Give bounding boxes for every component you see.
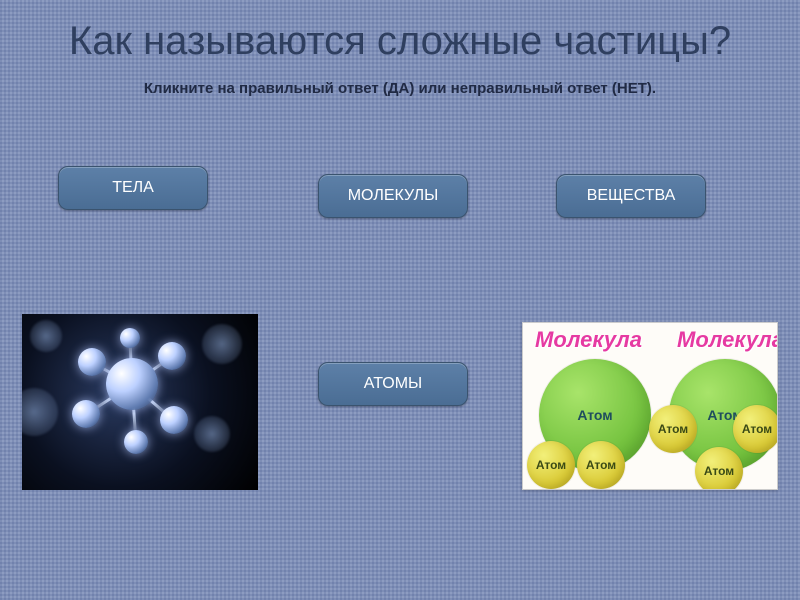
diagram-atom-circle: Атом: [733, 405, 778, 453]
diagram-atom-inner-label: Атом: [577, 407, 612, 423]
bokeh-blur: [194, 416, 230, 452]
molecule-atom: [120, 328, 140, 348]
bokeh-blur: [22, 388, 58, 436]
diagram-atom-label: Атом: [586, 458, 616, 472]
answer-bodies-button[interactable]: ТЕЛА: [58, 166, 208, 210]
answer-molecules-button[interactable]: МОЛЕКУЛЫ: [318, 174, 468, 218]
slide-subtitle: Кликните на правильный ответ (ДА) или не…: [0, 80, 800, 97]
diagram-label-right: Молекула: [677, 327, 778, 353]
answer-substances-button[interactable]: ВЕЩЕСТВА: [556, 174, 706, 218]
diagram-atom-label: Атом: [658, 422, 688, 436]
molecule-diagram: Молекула Молекула Атом Атом Атом Атом Атом Атом…: [522, 322, 778, 490]
diagram-label-left: Молекула: [535, 327, 642, 353]
molecule-atom: [72, 400, 100, 428]
answer-atoms-button[interactable]: АТОМЫ: [318, 362, 468, 406]
molecule-atom: [78, 348, 106, 376]
answer-label: АТОМЫ: [364, 375, 422, 393]
answer-label: ТЕЛА: [112, 179, 154, 197]
diagram-atom-label: Атом: [742, 422, 772, 436]
diagram-atom-circle: Атом: [577, 441, 625, 489]
answer-label: МОЛЕКУЛЫ: [348, 187, 439, 205]
diagram-atom-label: Атом: [536, 458, 566, 472]
molecule-atom: [124, 430, 148, 454]
diagram-atom-circle: Атом: [649, 405, 697, 453]
molecule-3d-image: [22, 314, 258, 490]
molecule-atom: [158, 342, 186, 370]
molecule-atom: [106, 358, 158, 410]
bokeh-blur: [202, 324, 242, 364]
quiz-slide: Как называются сложные частицы? Кликните…: [0, 0, 800, 600]
slide-title: Как называются сложные частицы?: [0, 0, 800, 64]
diagram-atom-label: Атом: [704, 464, 734, 478]
answer-label: ВЕЩЕСТВА: [587, 187, 676, 205]
diagram-atom-circle: Атом: [695, 447, 743, 490]
diagram-atom-circle: Атом: [527, 441, 575, 489]
molecule-atom: [160, 406, 188, 434]
bokeh-blur: [30, 320, 62, 352]
